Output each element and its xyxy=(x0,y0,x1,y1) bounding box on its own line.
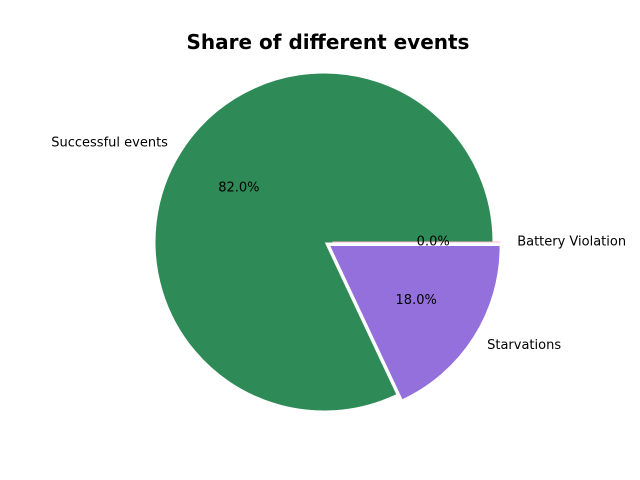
slice-label-successful-events: Successful events xyxy=(51,135,168,150)
pct-label-starvations: 18.0% xyxy=(396,293,437,308)
pct-label-successful-events: 82.0% xyxy=(218,180,259,195)
slice-label-starvations: Starvations xyxy=(487,338,561,353)
pie-slices xyxy=(155,73,501,411)
chart-title: Share of different events xyxy=(187,30,470,54)
pct-label-battery-violation: 0.0% xyxy=(417,235,450,250)
pie-slice-successful-events xyxy=(155,73,493,411)
slice-label-battery-violation: Battery Violation xyxy=(517,235,626,250)
pie-labels: Successful events 82.0% Starvations 18.0% Ba… xyxy=(51,135,626,353)
pie-slice-starvations xyxy=(330,246,500,400)
